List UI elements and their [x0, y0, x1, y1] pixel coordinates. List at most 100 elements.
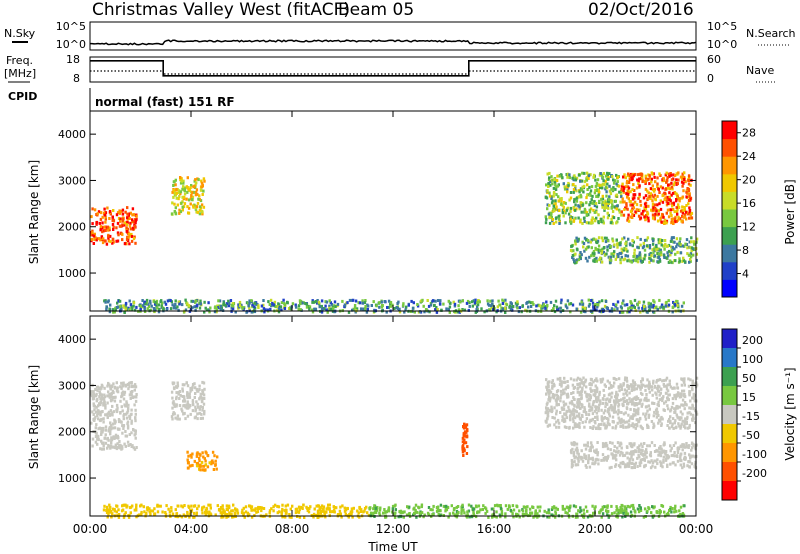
- power-cell-5: [279, 305, 283, 309]
- power-cell-4: [583, 249, 586, 253]
- velocity-cell-4: [650, 385, 653, 389]
- velocity-cell-4: [689, 412, 692, 416]
- power-cell-3: [640, 177, 643, 180]
- power-cell-2: [580, 188, 583, 192]
- power-cell-3: [621, 200, 625, 204]
- power-cell-0: [108, 217, 111, 220]
- velocity-cell-6: [222, 508, 225, 512]
- velocity-cell-5: [614, 463, 618, 467]
- power-cell-3: [682, 181, 685, 185]
- power-cell-3: [685, 190, 688, 194]
- velocity-cell-4: [646, 378, 649, 382]
- velocity-cell-5: [605, 455, 608, 459]
- velocity-cell-6: [315, 504, 318, 508]
- power-cell-5: [114, 306, 117, 310]
- power-cell-2: [551, 199, 554, 203]
- velocity-cell-6: [187, 504, 190, 508]
- power-cell-3: [688, 194, 691, 198]
- velocity-cell-6: [300, 505, 303, 509]
- velocity-cell-2: [202, 455, 205, 459]
- power-cell-3: [643, 206, 646, 210]
- power-cell-2: [593, 210, 596, 214]
- velocity-cell-4: [617, 385, 620, 389]
- power-cell-5: [671, 306, 674, 310]
- power-cell-0: [115, 226, 118, 230]
- velocity-cell-7: [610, 504, 613, 508]
- velocity-cell-0: [106, 416, 109, 419]
- velocity-cell-4: [660, 422, 663, 426]
- velocity-cell-4: [597, 427, 600, 431]
- velocity-cell-6: [232, 503, 235, 507]
- power-cell-2: [583, 180, 587, 184]
- velocity-cell-4: [593, 394, 597, 398]
- velocity-cell-5: [672, 453, 675, 457]
- velocity-cell-7: [625, 510, 628, 514]
- velocity-cell-4: [545, 409, 548, 413]
- velocity-cell-5: [601, 453, 605, 457]
- velocity-cell-4: [610, 404, 613, 407]
- velocity-cell-1: [194, 408, 198, 412]
- velocity-cell-4: [591, 417, 594, 421]
- velocity-cell-6: [350, 510, 354, 513]
- velocity-cell-0: [131, 396, 134, 399]
- power-cell-5: [658, 306, 662, 310]
- velocity-cell-6: [168, 513, 172, 517]
- power-cell-0: [120, 209, 123, 213]
- velocity-cell-5: [685, 442, 688, 445]
- velocity-cell-6: [153, 512, 157, 516]
- velocity-cell-4: [623, 396, 626, 400]
- velocity-cell-4: [608, 399, 611, 403]
- power-cell-1: [198, 205, 202, 209]
- power-cell-1: [191, 195, 195, 199]
- velocity-cell-4: [677, 393, 680, 397]
- velocity-cell-1: [178, 404, 182, 407]
- velocity-cell-4: [600, 408, 603, 412]
- y-tick-label: 3000: [58, 379, 86, 392]
- power-cell-5: [132, 301, 136, 305]
- velocity-cell-4: [652, 381, 655, 385]
- velocity-cell-7: [651, 505, 654, 509]
- velocity-cell-4: [623, 420, 627, 424]
- power-cell-2: [590, 185, 594, 189]
- power-cell-2: [547, 181, 551, 185]
- velocity-cell-4: [630, 415, 633, 419]
- power-cell-5: [302, 301, 305, 305]
- velocity-cell-6: [122, 503, 125, 507]
- velocity-cell-4: [646, 425, 650, 428]
- power-cell-4: [633, 251, 636, 255]
- power-cell-5: [333, 304, 336, 308]
- velocity-cell-6: [312, 512, 316, 516]
- power-cell-2: [569, 206, 573, 210]
- velocity-cell-2: [203, 457, 206, 461]
- velocity-cell-5: [619, 461, 622, 465]
- velocity-cell-4: [668, 379, 671, 383]
- power-cell-2: [578, 207, 581, 211]
- velocity-cell-0: [111, 422, 115, 426]
- power-cell-4: [600, 251, 603, 255]
- velocity-cell-1: [202, 402, 206, 406]
- velocity-cell-4: [652, 379, 655, 383]
- power-cell-5: [636, 302, 640, 306]
- power-cell-5: [643, 305, 646, 308]
- power-cell-5: [435, 306, 438, 309]
- power-cell-5: [375, 304, 378, 308]
- velocity-cell-5: [586, 444, 589, 448]
- velocity-cell-6: [107, 512, 110, 516]
- power-cell-4: [643, 248, 647, 252]
- velocity-cell-4: [694, 409, 697, 413]
- power-cell-5: [162, 307, 165, 311]
- power-cell-4: [688, 240, 691, 244]
- power-cell-3: [644, 187, 648, 191]
- velocity-cell-4: [583, 408, 587, 412]
- power-cell-2: [594, 202, 598, 205]
- power-cell-2: [546, 203, 549, 207]
- velocity-cell-4: [660, 415, 663, 419]
- power-cell-3: [647, 204, 650, 208]
- power-cell-0: [97, 237, 100, 241]
- velocity-cell-5: [637, 446, 640, 450]
- power-cell-2: [585, 171, 589, 175]
- power-cell-3: [648, 182, 651, 186]
- power-cell-1: [194, 190, 198, 194]
- velocity-cell-7: [554, 506, 558, 510]
- power-cell-5: [458, 310, 461, 314]
